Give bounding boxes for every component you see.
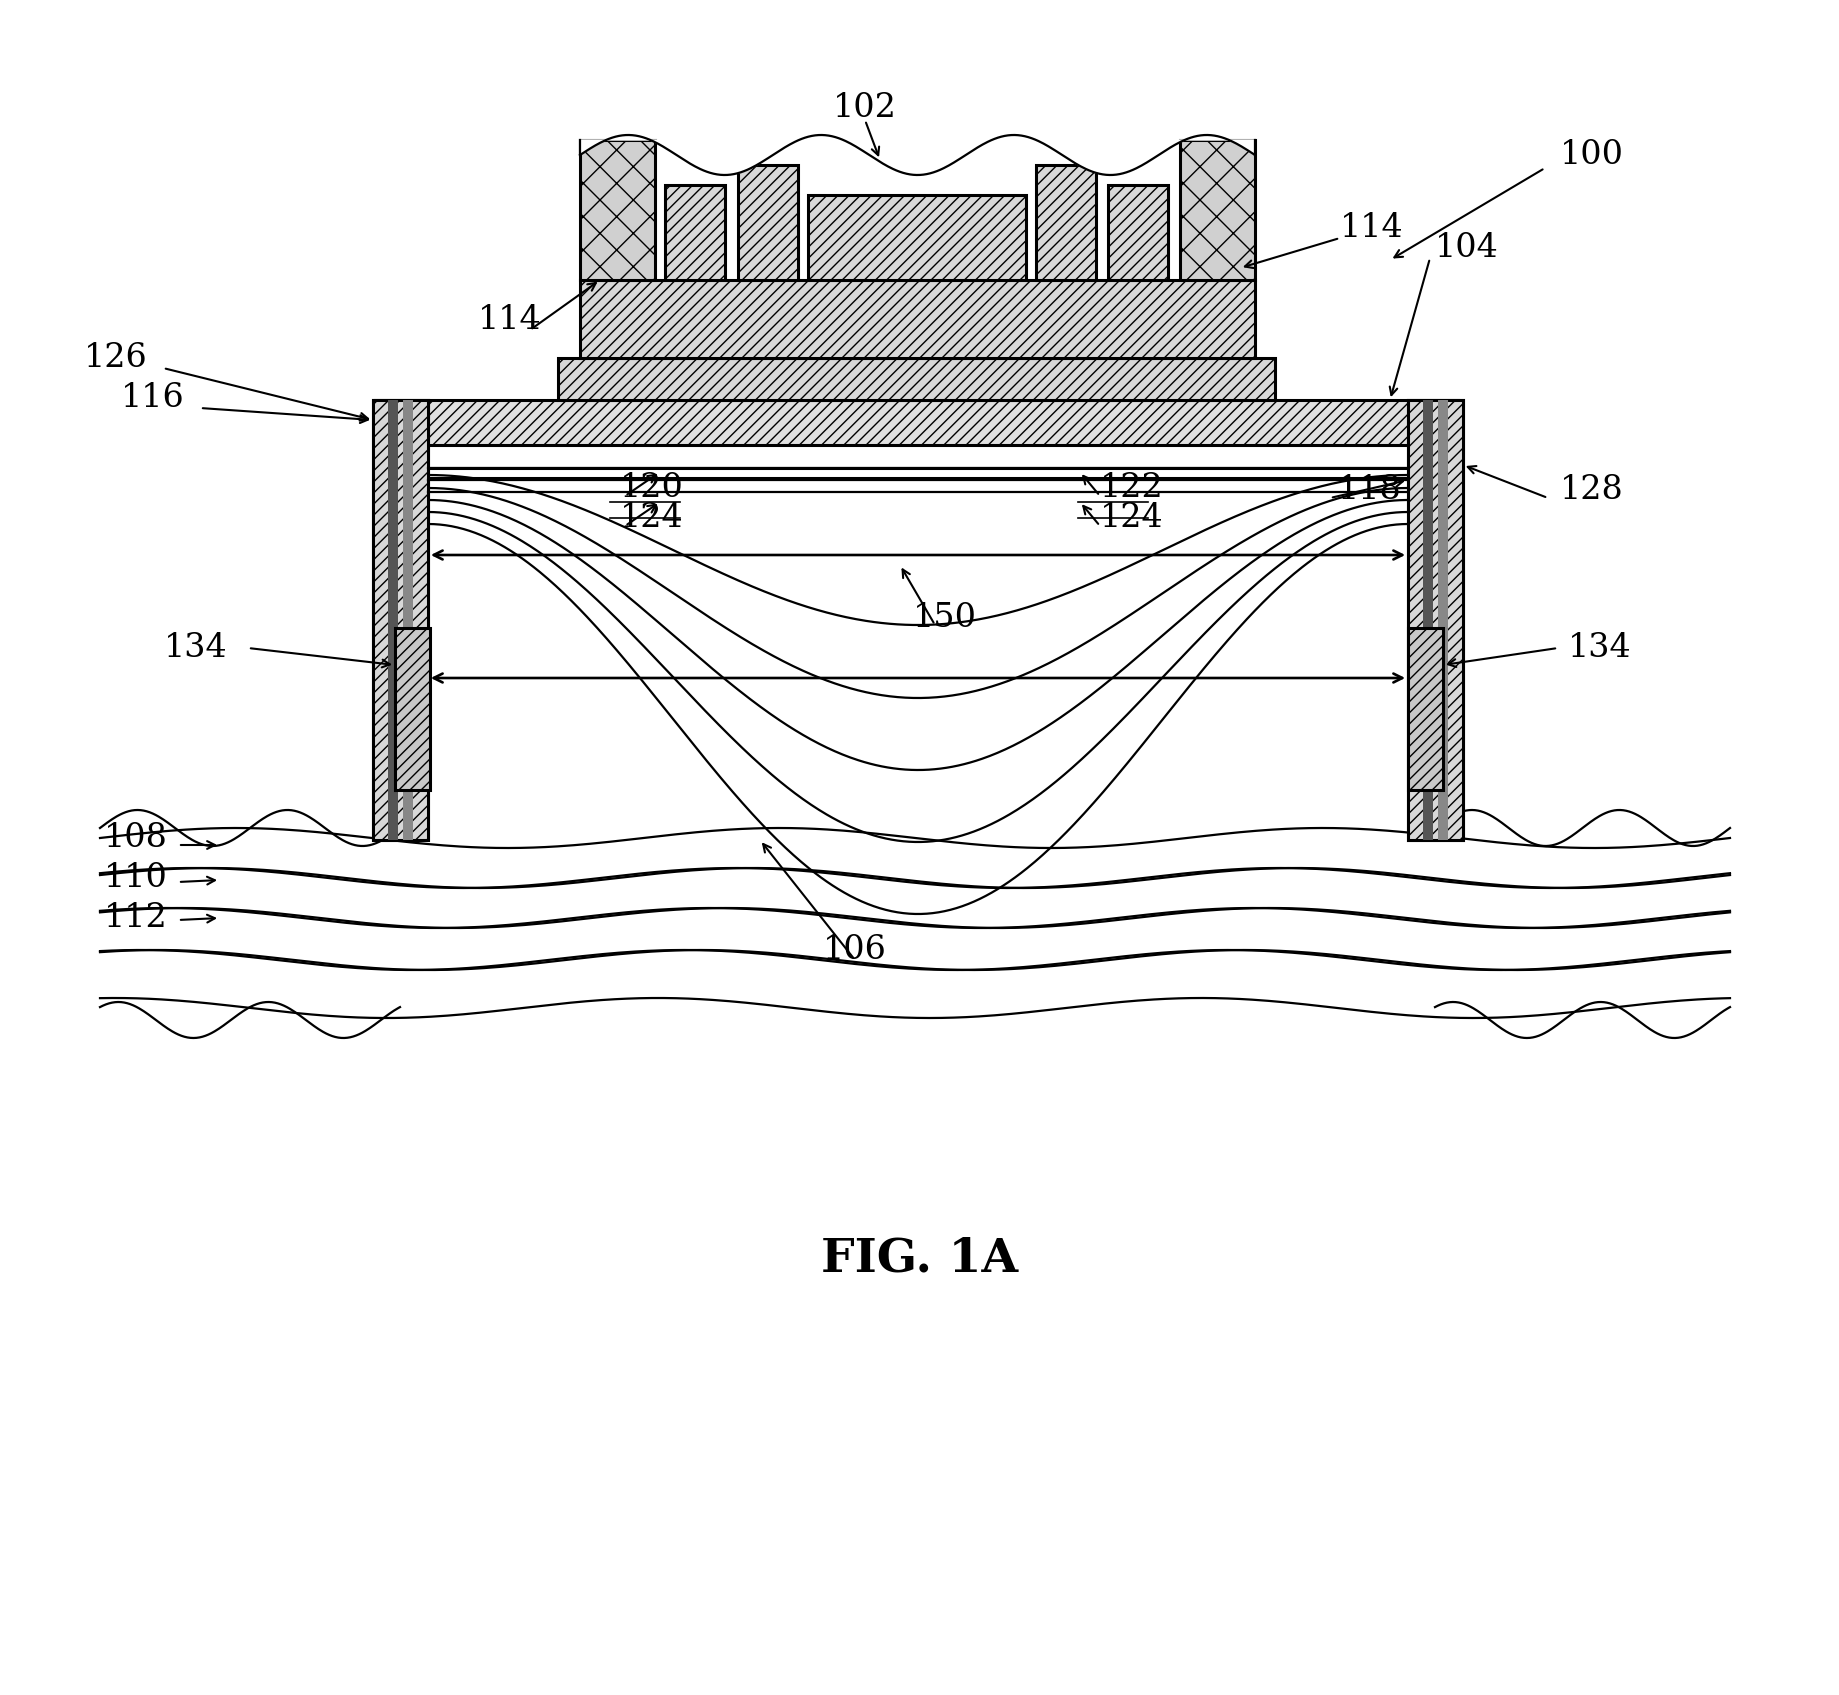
Text: 134: 134 — [164, 632, 228, 664]
Bar — [1409, 400, 1464, 841]
Bar — [666, 185, 725, 280]
Text: 112: 112 — [105, 902, 167, 934]
Bar — [377, 403, 425, 836]
Bar — [1181, 141, 1254, 280]
Text: 120: 120 — [620, 471, 684, 503]
Text: 110: 110 — [105, 863, 167, 893]
Bar — [1109, 185, 1168, 280]
Text: 126: 126 — [85, 342, 147, 375]
Text: 102: 102 — [833, 92, 897, 124]
Text: 134: 134 — [1569, 632, 1631, 664]
Text: 122: 122 — [1100, 471, 1164, 503]
Text: 114: 114 — [478, 303, 543, 336]
Text: 128: 128 — [1559, 475, 1624, 507]
Text: 104: 104 — [1434, 232, 1499, 264]
Text: 124: 124 — [620, 502, 684, 534]
Bar — [373, 400, 428, 841]
Bar — [557, 358, 1274, 400]
Bar — [1409, 400, 1464, 841]
Bar — [375, 400, 1458, 446]
Bar — [1438, 400, 1447, 841]
Bar — [388, 400, 397, 841]
Bar — [737, 164, 798, 280]
Bar — [1423, 400, 1433, 841]
Text: FIG. 1A: FIG. 1A — [822, 1236, 1019, 1281]
Bar — [1035, 164, 1096, 280]
Text: 150: 150 — [912, 602, 977, 634]
Bar — [579, 280, 1254, 358]
Text: 108: 108 — [105, 822, 167, 854]
Bar — [395, 629, 430, 790]
Bar — [807, 195, 1026, 280]
Text: 100: 100 — [1559, 139, 1624, 171]
Bar — [1412, 403, 1458, 836]
Text: 124: 124 — [1100, 502, 1164, 534]
Bar — [403, 400, 414, 841]
Bar — [1409, 629, 1444, 790]
Text: 114: 114 — [1341, 212, 1403, 244]
Bar — [373, 400, 428, 841]
Text: 118: 118 — [1339, 475, 1401, 507]
Text: 106: 106 — [824, 934, 886, 966]
Text: 116: 116 — [121, 381, 186, 414]
Bar — [579, 141, 655, 280]
